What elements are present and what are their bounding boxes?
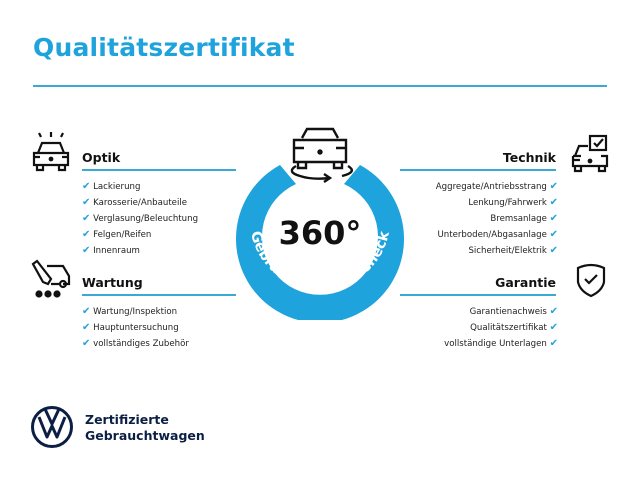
list-item: ✔ Lackierung [82, 181, 141, 192]
check-icon: ✔ [549, 338, 558, 349]
list-item: ✔ Innenraum [82, 245, 140, 256]
list-item: Unterboden/Abgasanlage ✔ [437, 229, 559, 240]
car-lights-icon [32, 132, 70, 172]
optik-divider [82, 169, 236, 171]
service-tools-icon [31, 259, 71, 298]
car-rotate-icon [290, 127, 354, 183]
list-item: Qualitätszertifikat ✔ [470, 322, 558, 333]
check-icon: ✔ [549, 213, 558, 224]
car-checkbox-icon [571, 134, 609, 173]
technik-heading: Technik [502, 150, 556, 165]
list-item: ✔ vollständiges Zubehör [82, 338, 189, 349]
page-title: Qualitätszertifikat [33, 33, 295, 62]
check-icon: ✔ [82, 197, 91, 208]
vw-logo [31, 406, 73, 448]
check-icon: ✔ [82, 338, 91, 349]
brand-text: Zertifizierte Gebrauchtwagen [85, 412, 205, 443]
check-icon: ✔ [549, 245, 558, 256]
check-icon: ✔ [549, 197, 558, 208]
wartung-divider [82, 294, 236, 296]
wartung-list: ✔ Wartung/Inspektion ✔ Hauptuntersuchung… [82, 304, 189, 352]
check-icon: ✔ [549, 322, 558, 333]
list-item: ✔ Hauptuntersuchung [82, 322, 179, 333]
360-check-badge: 360° Gebrauchtwagen-Check [236, 127, 404, 320]
list-item: ✔ Felgen/Reifen [82, 229, 152, 240]
list-item: Sicherheit/Elektrik ✔ [468, 245, 558, 256]
check-icon: ✔ [549, 306, 558, 317]
check-icon: ✔ [82, 245, 91, 256]
list-item: Bremsanlage ✔ [490, 213, 558, 224]
garantie-divider [400, 294, 556, 296]
check-icon: ✔ [82, 181, 91, 192]
optik-heading: Optik [82, 150, 121, 165]
360-label: 360° [279, 214, 362, 252]
technik-divider [400, 169, 556, 171]
list-item: ✔ Karosserie/Anbauteile [82, 197, 188, 208]
shield-check-icon [576, 263, 606, 298]
check-icon: ✔ [82, 322, 91, 333]
check-icon: ✔ [82, 229, 91, 240]
check-icon: ✔ [549, 229, 558, 240]
technik-list: Aggregate/Antriebsstrang ✔ Lenkung/Fahrw… [436, 179, 558, 259]
check-icon: ✔ [82, 213, 91, 224]
list-item: Lenkung/Fahrwerk ✔ [468, 197, 558, 208]
ring [236, 165, 404, 320]
optik-list: ✔ Lackierung ✔ Karosserie/Anbauteile ✔ V… [82, 179, 198, 259]
list-item: Garantienachweis ✔ [469, 306, 558, 317]
list-item: vollständige Unterlagen ✔ [444, 338, 558, 349]
list-item: ✔ Verglasung/Beleuchtung [82, 213, 199, 224]
title-divider [33, 85, 607, 87]
list-item: Aggregate/Antriebsstrang ✔ [435, 181, 558, 192]
wartung-heading: Wartung [82, 275, 143, 290]
garantie-heading: Garantie [495, 275, 556, 290]
check-icon: ✔ [82, 306, 91, 317]
list-item: ✔ Wartung/Inspektion [82, 306, 178, 317]
check-icon: ✔ [549, 181, 558, 192]
garantie-list: Garantienachweis ✔ Qualitätszertifikat ✔… [444, 304, 558, 352]
